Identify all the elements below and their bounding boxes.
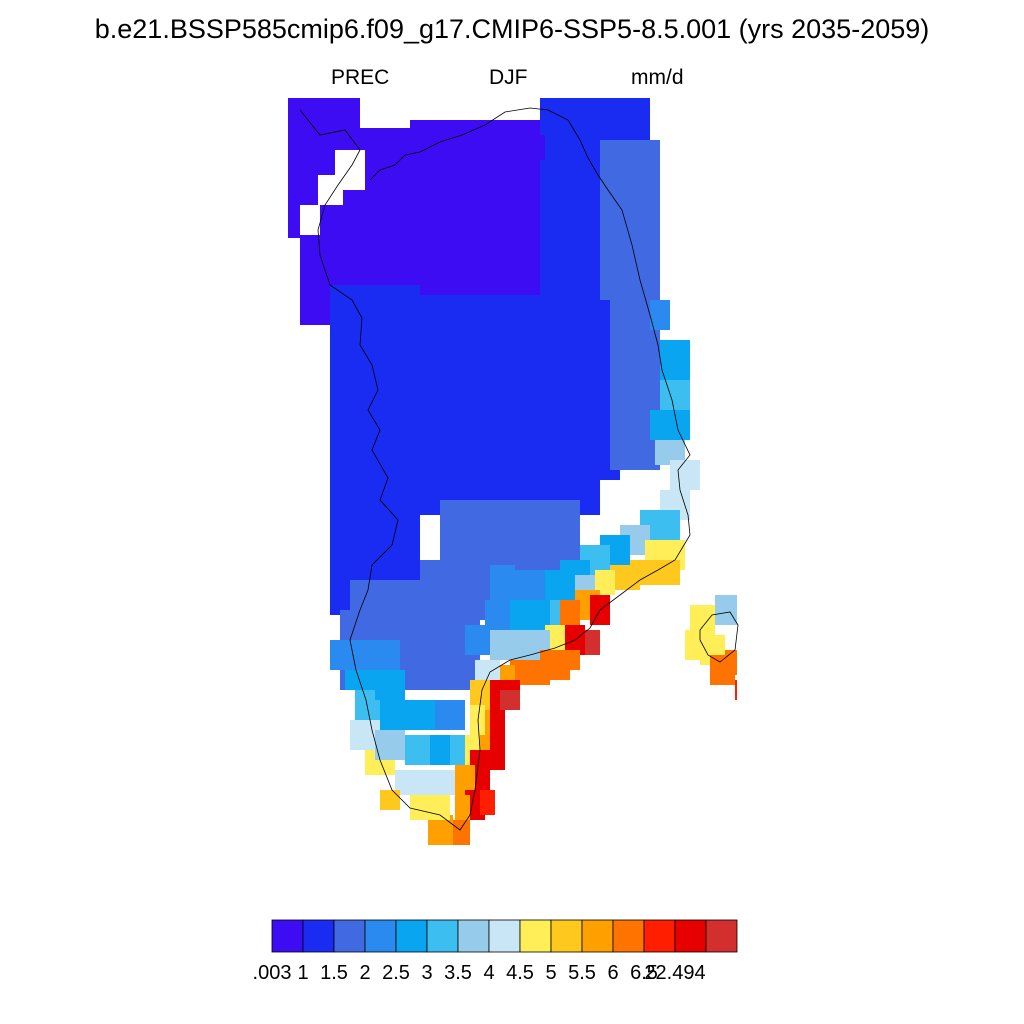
grid-cell	[405, 700, 435, 730]
grid-cell	[490, 710, 505, 770]
grid-cell	[375, 730, 405, 760]
grid-cell	[375, 670, 405, 700]
colorbar-tick-label: 5.5	[568, 962, 596, 984]
grid-cell	[545, 570, 565, 600]
grid-cell	[380, 790, 400, 810]
colorbar-tick-label: 6.5	[630, 962, 658, 984]
units-label: mm/d	[631, 66, 684, 89]
grid-cell	[560, 600, 580, 630]
colorbar-box	[674, 919, 707, 953]
colorbar-box	[643, 919, 676, 953]
season-label: DJF	[489, 66, 528, 89]
iceland-coastline	[699, 611, 739, 663]
colorbar-box	[550, 919, 583, 953]
grid-cell	[330, 285, 420, 615]
colorbar-boxes	[271, 919, 738, 953]
colorbar-box	[581, 919, 614, 953]
variable-label: PREC	[331, 66, 390, 89]
grid-cell	[450, 735, 465, 765]
grid-cell	[465, 625, 490, 655]
masked-cell	[318, 175, 343, 205]
grid-cell	[650, 410, 690, 440]
colorbar-tick-label: 4.5	[506, 962, 534, 984]
grid-cell	[475, 660, 500, 680]
coastline	[299, 107, 739, 831]
colorbar-tick-label: .003	[253, 962, 292, 984]
grid-cell	[420, 560, 490, 620]
colorbar-tick-label: 1	[297, 962, 308, 984]
colorbar-tick-label: 4	[483, 962, 494, 984]
grid-cell	[715, 595, 737, 625]
colorbar-tick-label: 5	[545, 962, 556, 984]
colorbar-tick-label: 22.494	[644, 962, 705, 984]
grid-cell	[685, 630, 700, 660]
colorbar-tick-label: 1.5	[320, 962, 348, 984]
greenland-coastline	[299, 107, 691, 831]
precip-grid	[288, 98, 737, 845]
grid-cell	[500, 690, 520, 710]
grid-cell	[480, 790, 495, 815]
colorbar-tick-label: 3	[421, 962, 432, 984]
colorbar-tick-label: 3.5	[444, 962, 472, 984]
masked-cell	[360, 98, 410, 128]
grid-cell	[470, 680, 490, 710]
colorbar-tick-label: 6	[607, 962, 618, 984]
colorbar-box	[364, 919, 397, 953]
colorbar-box	[612, 919, 645, 953]
grid-cell	[360, 640, 400, 670]
grid-cell	[660, 380, 690, 410]
colorbar-box	[395, 919, 428, 953]
grid-cell	[650, 300, 670, 330]
grid-cell	[395, 770, 455, 795]
colorbar-box	[519, 919, 552, 953]
grid-cell	[490, 565, 515, 600]
grid-cell	[595, 570, 615, 595]
grid-cell	[515, 570, 545, 600]
grid-cell	[735, 680, 737, 700]
grid-cell	[350, 580, 420, 620]
grid-cell	[670, 460, 700, 490]
colorbar-box	[705, 919, 738, 953]
grid-cell	[455, 765, 475, 795]
grid-cell	[660, 340, 690, 380]
grid-cell	[600, 140, 660, 300]
grid-cell	[725, 650, 737, 675]
map-title: b.e21.BSSP585cmip6.f09_g17.CMIP6-SSP5-8.…	[94, 14, 930, 44]
colorbar-tick-label: 2.5	[382, 962, 410, 984]
colorbar-labels: .003 1 1.5 2 2.5 3 3.5 4 4.5 5 5.5 6 6.522.494	[253, 962, 706, 984]
colorbar-tick-label: 2	[359, 962, 370, 984]
colorbar-box	[426, 919, 459, 953]
grid-cell	[490, 630, 515, 660]
colorbar-box	[302, 919, 335, 953]
colorbar-box	[488, 919, 521, 953]
colorbar-box	[333, 919, 366, 953]
grid-cell	[435, 700, 465, 730]
masked-cell	[300, 205, 320, 235]
colorbar-box	[457, 919, 490, 953]
colorbar-box	[271, 919, 304, 953]
grid-cell	[470, 705, 485, 735]
